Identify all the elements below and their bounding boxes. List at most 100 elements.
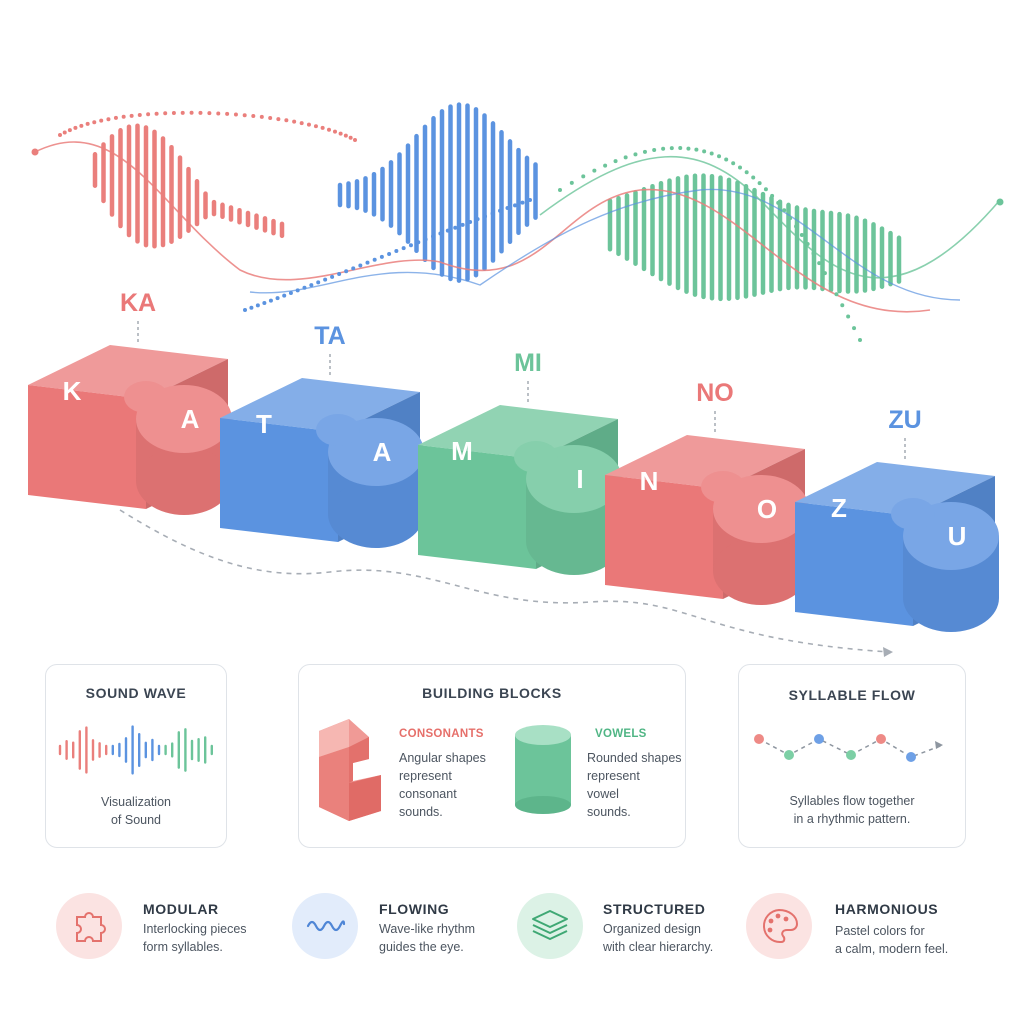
building-blocks-title: BUILDING BLOCKS [422,685,562,701]
wave-dot [284,118,289,123]
hero-waveform [31,102,1004,342]
vowels-text-4: sounds. [587,805,631,819]
sound-wave-title: SOUND WAVE [85,685,187,701]
wave-dot [58,133,62,137]
wave-dot [652,147,657,152]
wave-dot [513,203,518,208]
feature-structured-line2: with clear hierarchy. [603,940,714,954]
wave-dot [603,163,608,168]
feature-harmonious-badge [746,893,812,959]
wave-dot [498,208,503,213]
wave-dot [171,111,176,115]
feature-structured-line1: Organized design [603,922,701,936]
wave-dot [146,112,151,117]
vowels-text-1: Rounded shapes [587,751,682,765]
wave-dot [613,159,618,164]
wave-dot [709,151,714,156]
wave-dot [483,214,488,219]
wave-dot [811,251,816,256]
wave-dot [99,118,104,123]
vowel-cylinder-icon [515,725,571,814]
feature-modular-line1: Interlocking pieces [143,922,247,936]
wave-curve [249,188,961,301]
wave-dot [309,283,314,288]
wave-dot [225,111,230,116]
wave-dot [852,326,857,331]
wave-dot [592,168,597,173]
wave-dot [67,128,72,133]
wave-dot [137,112,142,117]
wave-dot [724,157,729,162]
syllable-label: KA [120,289,156,317]
vowels-text-3: vowel [587,787,619,801]
wave-dot [251,114,256,119]
feature-modular-title: MODULAR [143,901,219,917]
wave-dot [330,274,335,279]
wave-dot [62,130,67,135]
wave-dot [268,298,273,303]
wave-dot [189,110,194,115]
sound-wave-caption-2: of Sound [110,813,162,827]
wave-dot [858,338,862,342]
wave-dot [669,146,674,151]
wave-dot [558,188,562,192]
wave-dot [453,225,458,230]
feature-flowing-line1: Wave-like rhythm [379,922,476,936]
wave-dot [288,291,293,296]
feature-structured-title: STRUCTURED [603,901,706,917]
wave-dot [505,206,510,211]
wave-dot [717,154,722,159]
syllable-flow-icon [754,734,944,762]
consonants-label: CONSONANTS [399,728,484,740]
feature-harmonious-line2: a calm, modern feel. [835,942,949,956]
consonants-text-4: sounds. [399,805,443,819]
wave-dot [678,146,683,151]
wave-dot [694,147,699,152]
wave-dot [326,127,331,132]
wave-dot [416,240,421,245]
wave-dot [840,303,845,308]
feature-modular-line2: form syllables. [143,940,223,954]
feature-harmonious-line1: Pastel colors for [835,924,925,938]
wave-dot [738,165,742,170]
wave-dot [642,149,647,154]
wave-dot [302,285,307,290]
feature-flowing-line2: guides the eye. [379,940,464,954]
wave-dot [79,123,84,128]
mini-waveform-icon [58,725,214,775]
wave-dot [731,161,736,166]
wave-dot [528,198,532,202]
wave-dot [262,301,267,306]
wave-dot [198,110,203,115]
wave-dot [846,314,851,319]
wave-dot [259,114,264,119]
wave-dot [817,261,822,266]
wave-dot [242,113,247,118]
wave-dot [351,266,356,271]
wave-end-dot [996,198,1004,206]
wave-dot [372,257,377,262]
wave-dot [661,146,666,151]
wave-dot [106,117,111,122]
wave-dot [569,180,574,185]
syllable-label: ZU [888,406,921,434]
wave-dot [358,263,363,268]
building-blocks-panel: BUILDING BLOCKS CONSONANTS Angular shape… [298,664,686,848]
wave-dot [344,269,349,274]
consonants-text-1: Angular shapes [399,751,486,765]
wave-dot [365,260,370,265]
syllable-label: TA [314,322,345,350]
wave-dot [92,120,97,125]
wave-dot [822,271,827,276]
wave-dot [805,241,810,246]
wave-dot [633,152,638,157]
wave-dot [275,296,280,301]
puzzle-icon [76,912,106,942]
wave-dot [323,277,328,282]
wave-dot [401,246,406,251]
wave-dot [763,187,768,192]
wave-dot [379,254,384,259]
